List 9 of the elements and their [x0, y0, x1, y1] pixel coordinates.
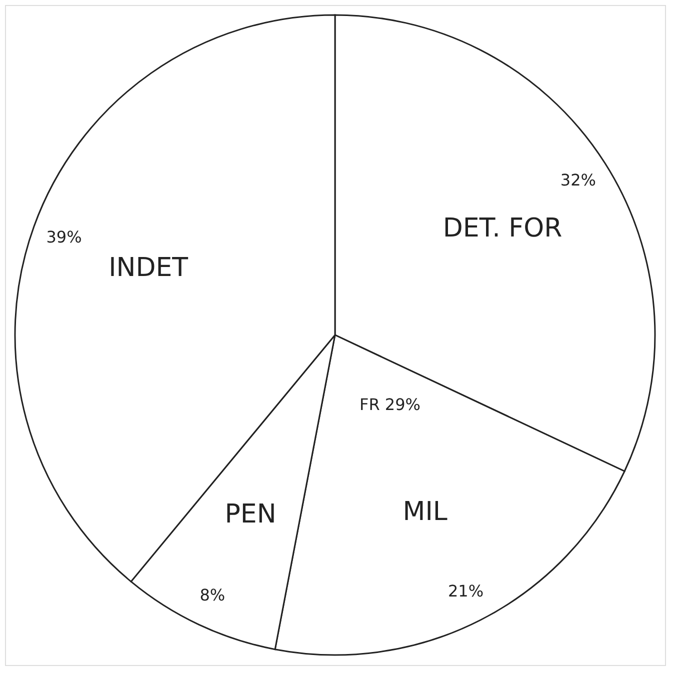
data-label: 39% [46, 227, 82, 246]
slice-label: MIL [402, 496, 448, 527]
data-label: 32% [560, 170, 596, 190]
slice-label: PEN [224, 500, 276, 530]
slice-label: INDET [108, 252, 188, 283]
data-label: 21% [448, 582, 484, 601]
data-label: 8% [200, 586, 226, 605]
text: FR 29% [360, 395, 420, 414]
slice-label: DET. FOR [442, 214, 562, 244]
